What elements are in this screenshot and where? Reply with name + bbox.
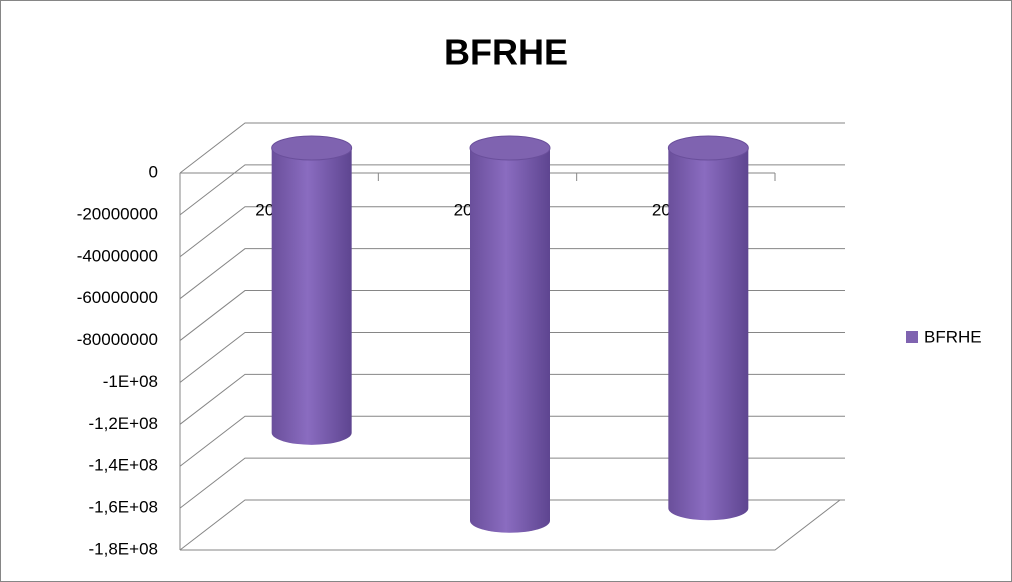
y-tick-label: 0 [149,162,158,181]
grid-line [179,331,845,383]
y-tick-label: -40000000 [77,246,158,265]
y-tick-label: -60000000 [77,288,158,307]
cylinder-body [271,148,352,445]
grid-line [179,206,845,258]
grid-line [179,373,845,425]
cylinder-top [271,135,353,161]
y-tick-label: -20000000 [77,204,158,223]
y-tick-label: -1E+08 [103,372,158,391]
y-tick-label: -1,8E+08 [89,539,158,558]
chart-title: BFRHE [444,32,568,73]
legend-swatch [906,331,918,343]
grid-line [179,248,845,300]
legend-label: BFRHE [924,327,982,346]
grid-line [179,122,845,174]
bar [271,135,353,445]
cylinder-body [668,148,749,521]
y-tick-label: -1,6E+08 [89,498,158,517]
grid-line [179,290,845,341]
grid-line [179,164,845,216]
y-tick-label: -1,4E+08 [89,456,158,475]
bar [667,135,749,521]
y-tick-label: -80000000 [77,330,158,349]
floor [180,499,841,551]
cylinder-top [469,135,551,161]
grid-line [179,499,845,551]
cylinder-body [470,148,550,533]
grid-line [179,415,845,467]
grid-line [179,457,845,509]
y-tick-label: -1,2E+08 [89,414,158,433]
bar [469,135,551,533]
cylinder-top [667,135,749,161]
